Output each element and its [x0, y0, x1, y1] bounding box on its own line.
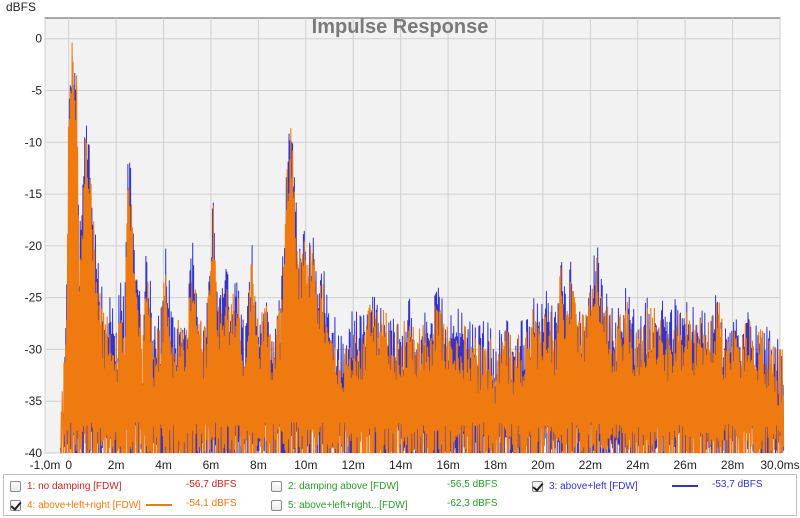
x-tick-label: -1,0m — [30, 458, 61, 470]
legend: 1: no damping [FDW] -56,7 dBFS 2: damping … — [3, 474, 797, 516]
legend-checkbox-1[interactable] — [10, 480, 21, 492]
x-tick-label: 4m — [155, 458, 172, 470]
y-tick-label: 0 — [35, 32, 42, 46]
y-tick-label: -15 — [25, 187, 43, 201]
legend-line-swatch-4 — [146, 504, 172, 506]
y-tick-label: -40 — [25, 446, 43, 460]
x-tick-label: 2m — [108, 458, 125, 470]
legend-label-3: 3: above+left [FDW] — [549, 480, 638, 492]
legend-item-2[interactable]: 2: damping above [FDW] — [271, 477, 399, 495]
legend-label-1: 1: no damping [FDW] — [27, 480, 122, 492]
legend-item-3[interactable]: 3: above+left [FDW] — [532, 477, 638, 495]
x-tick-label: 16m — [436, 458, 459, 470]
legend-checkbox-4[interactable] — [10, 499, 21, 511]
legend-label-5: 5: above+left+right...[FDW] — [288, 499, 408, 511]
series-4-above-left-right-trace — [60, 42, 785, 454]
legend-label-2: 2: damping above [FDW] — [288, 480, 399, 492]
y-tick-label: -5 — [31, 84, 42, 98]
x-tick-label: 14m — [389, 458, 412, 470]
legend-value-1: -56,7 dBFS — [186, 479, 237, 490]
x-tick-label: 24m — [626, 458, 649, 470]
legend-item-4[interactable]: 4: above+left+right [FDW] — [10, 496, 141, 514]
x-tick-label: 28m — [721, 458, 744, 470]
legend-checkbox-2[interactable] — [271, 480, 282, 492]
legend-item-5[interactable]: 5: above+left+right...[FDW] — [271, 496, 408, 514]
y-tick-label: -25 — [25, 291, 43, 305]
x-tick-label: 18m — [484, 458, 507, 470]
x-tick-label: 22m — [579, 458, 602, 470]
chart-title: Impulse Response — [312, 16, 489, 38]
x-tick-label: 0 — [65, 458, 72, 470]
legend-value-3: -53,7 dBFS — [712, 479, 763, 490]
y-axis-label: dBFS — [6, 0, 36, 14]
legend-checkbox-5[interactable] — [271, 499, 282, 511]
x-axis-ticks: -1,0m 0 2m 4m 6m 8m 10m 12m 14m 16m 18m 20m 22m 24m 26… — [30, 458, 800, 470]
legend-value-2: -56,5 dBFS — [447, 479, 498, 490]
y-axis-ticks: 0 -5 -10 -15 -20 -25 -30 -35 -40 — [25, 32, 43, 460]
legend-label-4: 4: above+left+right [FDW] — [27, 499, 141, 511]
y-tick-label: -30 — [25, 342, 43, 356]
x-tick-label: 12m — [342, 458, 365, 470]
impulse-response-chart: dBFS 0 -5 -10 -15 -20 -25 -30 -35 -40 -1,0m 0 2m 4m… — [6, 0, 800, 470]
legend-line-swatch-3 — [672, 485, 698, 487]
legend-value-5: -62,3 dBFS — [447, 498, 498, 509]
x-tick-label: 10m — [294, 458, 317, 470]
y-tick-label: -35 — [25, 394, 43, 408]
y-tick-label: -10 — [25, 135, 43, 149]
x-tick-label: 6m — [203, 458, 220, 470]
traces — [59, 42, 785, 454]
legend-item-1[interactable]: 1: no damping [FDW] — [10, 477, 121, 495]
x-tick-label: 30,0ms — [760, 458, 799, 470]
y-tick-label: -20 — [25, 239, 43, 253]
legend-value-4: -54,1 dBFS — [186, 498, 237, 509]
x-tick-label: 20m — [531, 458, 554, 470]
legend-checkbox-3[interactable] — [532, 480, 543, 492]
x-tick-label: 26m — [673, 458, 696, 470]
x-tick-label: 8m — [250, 458, 267, 470]
